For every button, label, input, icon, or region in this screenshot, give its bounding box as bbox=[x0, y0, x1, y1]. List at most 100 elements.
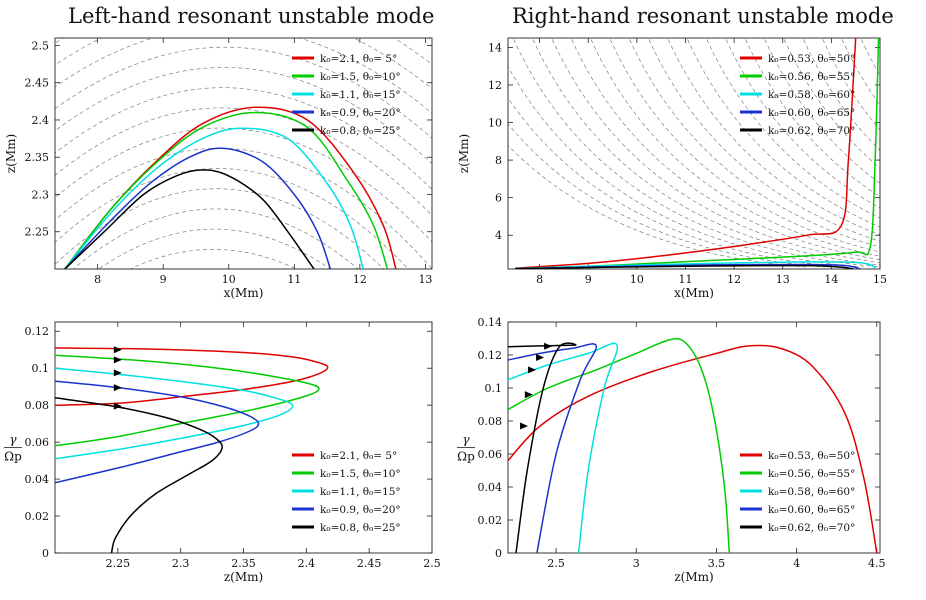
x-tick-label: 4 bbox=[793, 557, 800, 570]
x-tick-label: 2.4 bbox=[298, 557, 316, 570]
legend-label-4: k₀=0.60, θ₀=65° bbox=[768, 504, 855, 516]
x-tick-label: 11 bbox=[287, 273, 301, 286]
direction-arrow-2 bbox=[113, 356, 122, 364]
legend-label-3: k₀=1.1, θ₀=15° bbox=[320, 89, 401, 101]
legend: k₀=0.53, θ₀=50° k₀=0.56, θ₀=55° k₀=0.58, θ… bbox=[740, 450, 855, 534]
field-line bbox=[55, 168, 409, 269]
x-tick-label: 10 bbox=[222, 273, 236, 286]
x-tick-label: 9 bbox=[160, 273, 167, 286]
field-line bbox=[55, 87, 432, 191]
field-line bbox=[428, 38, 432, 41]
series-line-5 bbox=[64, 169, 315, 269]
y-tick-label: 2.25 bbox=[25, 226, 50, 239]
x-tick-label: 3.5 bbox=[708, 557, 726, 570]
direction-arrow-5 bbox=[113, 402, 122, 410]
y-tick-label: 0.08 bbox=[25, 399, 50, 412]
y-tick-label: 6 bbox=[495, 192, 502, 205]
x-tick-label: 3 bbox=[633, 557, 640, 570]
y-axis-label: γ Ωp bbox=[4, 433, 22, 464]
series-line-1 bbox=[508, 344, 878, 553]
field-line bbox=[55, 67, 432, 165]
y-tick-label: 0.04 bbox=[478, 481, 503, 494]
x-tick-label: 2.25 bbox=[106, 557, 131, 570]
direction-arrow-4 bbox=[113, 384, 122, 392]
series-line-3 bbox=[55, 367, 294, 460]
x-tick-label: 2.45 bbox=[357, 557, 382, 570]
x-tick-label: 2.3 bbox=[172, 557, 190, 570]
legend-label-1: k₀=0.53, θ₀=50° bbox=[768, 53, 855, 65]
y-tick-label: 0.06 bbox=[478, 448, 503, 461]
field-line bbox=[725, 38, 880, 209]
field-line bbox=[0, 0, 681, 299]
legend-label-1: k₀=2.1, θ₀= 5° bbox=[320, 450, 397, 462]
y-tick-label: 0.04 bbox=[25, 473, 50, 486]
y-tick-label: 2.45 bbox=[25, 77, 50, 90]
field-line bbox=[860, 38, 880, 76]
series-line-4 bbox=[64, 147, 332, 269]
y-axis-label: z(Mm) bbox=[457, 134, 471, 173]
x-axis-label: x(Mm) bbox=[224, 286, 264, 300]
y-tick-label: 12 bbox=[488, 79, 502, 92]
direction-arrow-4 bbox=[524, 391, 533, 399]
y-tick-label: 8 bbox=[495, 154, 502, 167]
x-tick-label: 11 bbox=[678, 273, 692, 286]
field-line bbox=[570, 38, 880, 261]
field-line bbox=[508, 65, 864, 268]
field-line bbox=[55, 127, 432, 243]
plot-frame bbox=[507, 37, 881, 270]
direction-arrow-3 bbox=[113, 369, 122, 377]
legend-label-2: k₀=1.5, θ₀=10° bbox=[320, 468, 401, 480]
field-line bbox=[609, 38, 880, 253]
y-tick-label: 0.06 bbox=[25, 436, 50, 449]
field-line bbox=[55, 47, 432, 139]
field-line bbox=[841, 38, 880, 106]
x-tick-label: 4.5 bbox=[868, 557, 886, 570]
y-tick-label: 0.02 bbox=[25, 510, 50, 523]
series-group bbox=[508, 337, 878, 553]
y-tick-label: 0.1 bbox=[485, 382, 503, 395]
y-tick-label: 10 bbox=[488, 117, 502, 130]
field-line bbox=[705, 38, 880, 219]
field-line bbox=[72, 208, 359, 269]
legend-label-5: k₀=0.62, θ₀=70° bbox=[768, 125, 855, 137]
direction-arrow-3 bbox=[528, 366, 537, 374]
legend-label-4: k₀=0.9, θ₀=20° bbox=[320, 504, 401, 516]
field-line bbox=[55, 147, 432, 269]
legend-label-3: k₀=0.58, θ₀=60° bbox=[768, 486, 855, 498]
field-line bbox=[879, 38, 880, 39]
y-tick-label: 2.4 bbox=[32, 114, 50, 127]
y-tick-label: 0 bbox=[495, 547, 502, 560]
direction-arrow-2 bbox=[536, 353, 545, 361]
field-line bbox=[686, 38, 880, 228]
field-line bbox=[532, 38, 880, 266]
legend-label-3: k₀=0.58, θ₀=60° bbox=[768, 89, 855, 101]
y-tick-label: 0.12 bbox=[25, 325, 50, 338]
legend-label-2: k₀=1.5, θ₀=10° bbox=[320, 71, 401, 83]
legend-label-5: k₀=0.62, θ₀=70° bbox=[768, 522, 855, 534]
direction-arrow-1 bbox=[544, 342, 553, 350]
series-line-1 bbox=[515, 38, 857, 269]
panel-tl: 8 9 10 11 12 13 2.25 2.3 2.35 2.4 2.45 2.5 x(Mm) z(Mm… bbox=[0, 0, 681, 300]
x-tick-label: 8 bbox=[94, 273, 101, 286]
plot-frame bbox=[54, 37, 433, 270]
field-line bbox=[55, 188, 385, 269]
field-line bbox=[763, 38, 880, 184]
y-axis-label: z(Mm) bbox=[4, 134, 18, 173]
y-axis-label-denominator: Ωp bbox=[4, 450, 22, 464]
field-line bbox=[129, 249, 297, 269]
x-tick-label: 12 bbox=[353, 273, 367, 286]
direction-arrow-1 bbox=[113, 346, 122, 354]
x-tick-label: 14 bbox=[824, 273, 838, 286]
field-line bbox=[647, 38, 880, 242]
field-line bbox=[628, 38, 880, 248]
series-group bbox=[64, 106, 397, 269]
y-tick-label: 0.08 bbox=[478, 415, 503, 428]
legend-label-5: k₀=0.8, θ₀=25° bbox=[320, 522, 401, 534]
panel-tr: 8 9 10 11 12 13 14 15 4 6 8 10 12 14 x(Mm) z(Mm) k₀=0.53… bbox=[457, 37, 887, 300]
legend-label-4: k₀=0.60, θ₀=65° bbox=[768, 107, 855, 119]
legend-label-1: k₀=0.53, θ₀=50° bbox=[768, 450, 855, 462]
field-lines bbox=[508, 38, 880, 268]
y-tick-label: 0.1 bbox=[32, 362, 50, 375]
y-tick-label: 0.12 bbox=[478, 349, 503, 362]
